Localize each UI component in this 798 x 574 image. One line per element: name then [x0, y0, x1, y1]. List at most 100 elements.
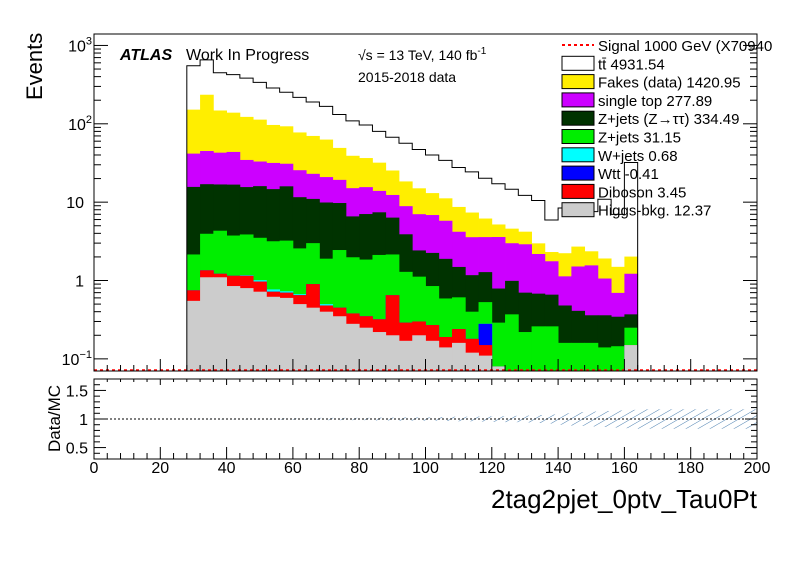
x-tick-label: 0 [90, 460, 99, 477]
stack-bar [398, 340, 413, 371]
legend-item: Wtt -0.41 [561, 165, 659, 183]
atlas-annotation: ATLAS Work In Progress √s = 13 TeV, 140 … [119, 46, 487, 85]
stack-bar [200, 277, 214, 371]
stack-bar [412, 335, 426, 371]
legend-swatch [561, 165, 595, 181]
legend-item: Signal 1000 GeV (X70940 [562, 38, 772, 55]
stack-bar [213, 277, 227, 371]
legend-label: single top 277.89 [598, 93, 712, 110]
stack-bar [319, 311, 334, 371]
energy-lumi-label: √s = 13 TeV, 140 fb-1 [358, 46, 487, 63]
legend-swatch [561, 147, 595, 163]
stack-bar [611, 346, 625, 371]
y-tick-label: 1 [75, 274, 84, 291]
x-tick-label: 200 [744, 460, 771, 477]
ratio-y-tick-label: 1.5 [66, 383, 88, 400]
stack-bar [279, 297, 294, 371]
ratio-uncertainty [730, 409, 744, 429]
x-tick-label: 160 [611, 460, 638, 477]
legend-label: W+jets 0.68 [598, 148, 678, 165]
x-axis-label: 2tag2pjet_0ptv_Tau0Pt [491, 484, 758, 514]
status-label: Work In Progress [186, 47, 309, 64]
stack-0 [186, 277, 639, 371]
legend-label: Diboson 3.45 [598, 184, 686, 201]
y-tick-label: 103 [68, 35, 92, 55]
stack-bar [465, 352, 479, 371]
ratio-y-tick-label: 0.5 [66, 441, 88, 458]
x-tick-label: 60 [284, 460, 302, 477]
stack-bar [624, 345, 639, 371]
stack-bar [372, 332, 387, 371]
ratio-uncertainty [226, 418, 240, 420]
legend-label: tt̄ 4931.54 [598, 56, 665, 73]
stack-bar [597, 347, 612, 371]
legend-label: Higgs-bkg. 12.37 [598, 203, 711, 220]
legend-item: Fakes (data) 1420.95 [561, 74, 741, 92]
ratio-uncertainty [478, 416, 492, 422]
stack-bar [266, 296, 281, 371]
ratio-uncertainty [359, 417, 373, 421]
legend-label: Z+jets 31.15 [598, 130, 681, 147]
ratio-uncertainty [266, 418, 280, 420]
stack-bar [584, 342, 599, 371]
x-tick-label: 20 [151, 460, 169, 477]
legend-label: Z+jets (Z→ττ) 334.49 [598, 111, 739, 128]
ratio-y-axis-label: Data/MC [45, 385, 64, 452]
legend-item: tt̄ 4931.54 [561, 55, 665, 73]
legend-swatch [561, 74, 595, 90]
stack-bar [186, 300, 201, 371]
ratio-uncertainty [650, 409, 665, 429]
stack-bar [359, 327, 373, 371]
legend-swatch [561, 110, 595, 126]
dataset-label: 2015-2018 data [358, 69, 456, 85]
stack-bar [385, 335, 400, 371]
stack-bar [292, 304, 307, 371]
y-tick-label: 10−1 [62, 349, 92, 369]
stack-bar [531, 326, 546, 371]
stack-bar [345, 323, 360, 371]
x-tick-label: 40 [218, 460, 236, 477]
ratio-uncertainty [690, 409, 704, 429]
x-tick-label: 120 [478, 460, 505, 477]
stack-bar [425, 340, 440, 371]
x-tick-label: 180 [677, 460, 704, 477]
ratio-uncertainty [597, 411, 612, 427]
stack-bar [505, 314, 519, 371]
stack-bar [518, 332, 532, 371]
stack-bar [253, 291, 267, 371]
legend-swatch [561, 202, 595, 218]
legend-item: Diboson 3.45 [561, 183, 686, 201]
ratio-panel: 0.5 1 1.5 0 20 40 60 80 100 120 140 160 180 200 [66, 378, 771, 477]
stack-bar [544, 326, 559, 371]
stack-bar [306, 307, 320, 371]
ratio-uncertainty [637, 409, 651, 429]
ratio-uncertainty [571, 412, 585, 426]
ratio-uncertainty [611, 410, 625, 428]
legend-label: Wtt -0.41 [598, 166, 659, 183]
legend-item: Z+jets (Z→ττ) 334.49 [561, 110, 739, 128]
legend-label: Signal 1000 GeV (X70940 [598, 38, 772, 55]
ratio-uncertainty [345, 417, 360, 421]
legend-swatch [561, 55, 595, 71]
stack-bar [571, 342, 586, 371]
legend-item: Higgs-bkg. 12.37 [561, 202, 711, 220]
main-y-axis: 10−1 1 10 102 103 [62, 35, 758, 371]
ratio-uncertainty [186, 418, 201, 420]
stack-bar [491, 322, 506, 371]
x-tick-label: 100 [412, 460, 439, 477]
ratio-uncertainty [306, 418, 320, 420]
stack-bar [438, 347, 453, 371]
ratio-uncertainty [438, 417, 453, 421]
ratio-uncertainty [518, 415, 532, 423]
stack-bar [226, 286, 241, 371]
ratio-uncertainty [677, 409, 691, 429]
ratio-uncertainty [385, 417, 399, 421]
legend-item: single top 277.89 [561, 92, 712, 110]
legend-item: W+jets 0.68 [561, 147, 678, 165]
atlas-label: ATLAS [119, 47, 172, 64]
main-stack-plot [94, 59, 757, 372]
legend-swatch [561, 92, 595, 108]
ratio-y-tick-label: 1 [79, 412, 88, 429]
legend-swatch [561, 183, 595, 199]
